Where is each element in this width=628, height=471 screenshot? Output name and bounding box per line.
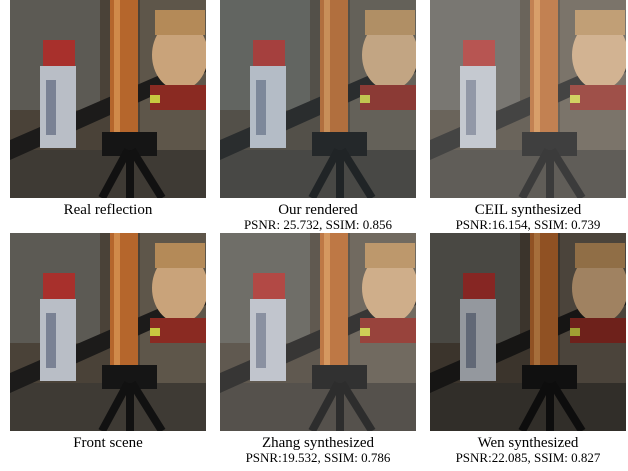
photo xyxy=(220,233,416,431)
panel: Real reflection xyxy=(10,0,206,218)
caption: Wen synthesized xyxy=(477,435,579,451)
panel: Our rendered PSNR: 25.732, SSIM: 0.856 xyxy=(220,0,416,231)
metrics: PSNR:19.532, SSIM: 0.786 xyxy=(245,450,391,465)
panel: Wen synthesized PSNR:22.085, SSIM: 0.827 xyxy=(430,233,626,464)
metrics: PSNR:16.154, SSIM: 0.739 xyxy=(455,217,601,232)
photo xyxy=(10,0,206,198)
metrics: PSNR: 25.732, SSIM: 0.856 xyxy=(243,217,393,232)
caption: CEIL synthesized xyxy=(474,202,582,218)
photo xyxy=(430,0,626,198)
metrics: PSNR:22.085, SSIM: 0.827 xyxy=(455,450,601,465)
caption: Front scene xyxy=(73,435,143,451)
photo xyxy=(430,233,626,431)
caption: Real reflection xyxy=(63,202,153,218)
photo xyxy=(10,233,206,431)
caption: Zhang synthesized xyxy=(261,435,375,451)
photo xyxy=(220,0,416,198)
panel: Zhang synthesized PSNR:19.532, SSIM: 0.78… xyxy=(220,233,416,464)
caption: Our rendered xyxy=(278,202,358,218)
panel: CEIL synthesized PSNR:16.154, SSIM: 0.739 xyxy=(430,0,626,231)
panel: Front scene xyxy=(10,233,206,451)
